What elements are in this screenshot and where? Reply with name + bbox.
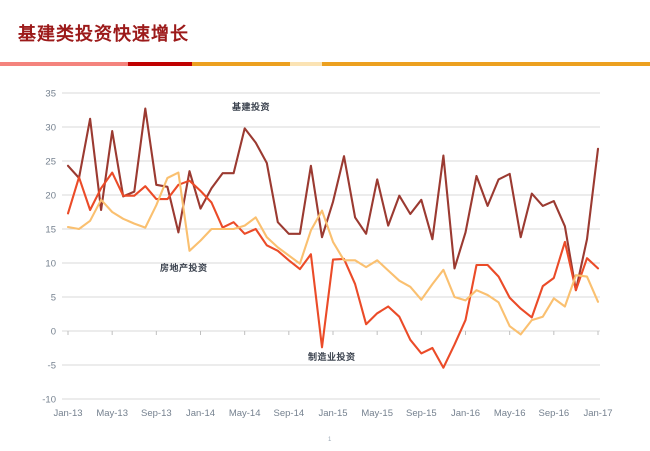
y-axis-tick-label: 35	[45, 89, 56, 100]
x-axis-tick-label: Jan-13	[53, 408, 82, 419]
divider-segment	[192, 62, 290, 66]
divider-segment	[290, 62, 322, 66]
x-axis-tick-label: May-16	[494, 408, 526, 419]
x-axis-tick-label: Sep-16	[539, 408, 570, 419]
divider-segment	[0, 62, 128, 66]
annotation-manufacturing: 制造业投资	[308, 352, 356, 362]
y-axis-tick-label: -10	[42, 395, 56, 406]
footer-page-mark: 1	[328, 437, 332, 443]
y-axis-tick-label: -5	[48, 361, 56, 372]
series-line-房地产投资	[66, 171, 600, 336]
x-axis-tick-label: Sep-13	[141, 408, 172, 419]
y-axis-tick-label: 20	[45, 191, 56, 202]
divider-segment	[322, 62, 650, 66]
x-axis-tick-label: Jan-14	[186, 408, 215, 419]
x-axis-tick-label: May-13	[96, 408, 128, 419]
x-axis-tick-label: Jan-15	[318, 408, 347, 419]
x-axis-tick-label: Jan-16	[451, 408, 480, 419]
annotation-real-estate: 房地产投资	[160, 263, 208, 273]
y-axis-tick-label: 15	[45, 225, 56, 236]
x-axis-tick-label: Jan-17	[583, 408, 612, 419]
divider-bar	[0, 62, 650, 66]
series-line-制造业投资	[66, 171, 600, 369]
y-axis-tick-label: 10	[45, 259, 56, 270]
x-axis-tick-label: Sep-15	[406, 408, 437, 419]
page-title: 基建类投资快速增长	[18, 24, 189, 44]
series-line-基建投资	[66, 107, 600, 292]
x-axis-tick-label: May-14	[229, 408, 261, 419]
x-axis-tick-label: May-15	[361, 408, 393, 419]
annotation-infrastructure: 基建投资	[232, 102, 271, 112]
y-axis-tick-label: 0	[51, 327, 56, 338]
y-axis-tick-label: 5	[51, 293, 56, 304]
y-axis-tick-label: 30	[45, 123, 56, 134]
divider-segment	[128, 62, 192, 66]
x-axis-tick-label: Sep-14	[274, 408, 305, 419]
y-axis-tick-label: 25	[45, 157, 56, 168]
